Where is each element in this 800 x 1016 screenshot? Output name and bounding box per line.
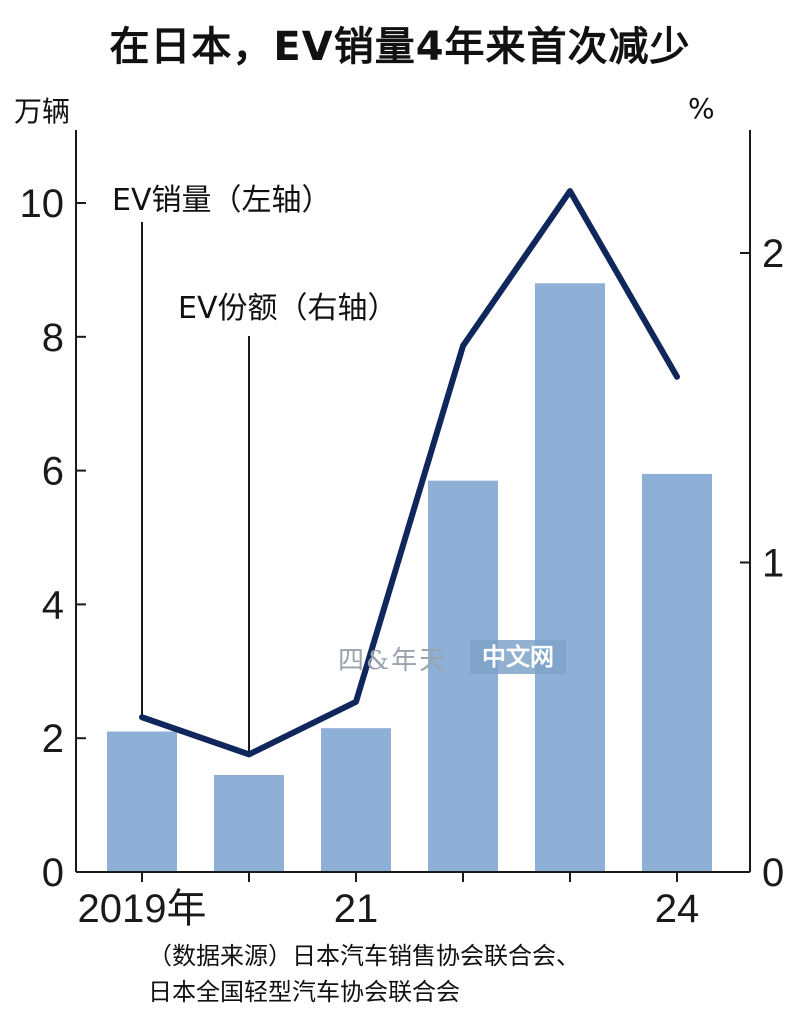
bar-2019 (107, 731, 177, 872)
share-point-2021 (354, 699, 358, 704)
share-point-2022 (461, 343, 465, 348)
left-tick-label: 4 (42, 583, 64, 627)
left-axis-unit: 万辆 (14, 95, 71, 128)
bar-2024 (642, 473, 712, 872)
axes (75, 130, 751, 882)
share-line (139, 188, 680, 758)
share-point-2023 (568, 189, 572, 194)
left-tick-label: 6 (42, 450, 64, 494)
bar-2020 (214, 774, 284, 872)
source-line-2: 日本全国轻型汽车协会联合会 (148, 978, 460, 1006)
x-tick-label: 2019年 (78, 887, 207, 931)
chart-title: 在日本，EV销量4年来首次减少 (109, 24, 691, 70)
right-tick-label: 0 (762, 851, 784, 895)
left-tick-label: 10 (20, 182, 65, 226)
x-tick-label: 24 (655, 887, 700, 931)
bar-series (107, 283, 712, 872)
watermark-logo: 四&年天 (338, 646, 448, 676)
share-point-2020 (247, 752, 251, 757)
share-annotation: EV份额（右轴） (178, 291, 397, 326)
watermark-band (470, 640, 566, 674)
share-point-2024 (675, 374, 679, 379)
share-point-2019 (140, 715, 144, 720)
watermark-text: 中文网 (482, 643, 554, 671)
annotation-leaders (141, 222, 250, 755)
x-tick-label: 21 (334, 887, 379, 931)
right-tick-label: 1 (762, 542, 784, 586)
source-note: （数据来源）日本汽车销售协会联合会、 日本全国轻型汽车协会联合会 (148, 938, 788, 1010)
left-tick-label: 2 (42, 717, 64, 761)
bar-2022 (428, 480, 498, 872)
left-tick-label: 0 (42, 851, 64, 895)
right-tick-label: 2 (762, 232, 784, 276)
bar-2023 (535, 283, 605, 872)
line-series (139, 188, 680, 758)
sales-annotation: EV销量（左轴） (112, 183, 331, 218)
bar-2021 (321, 728, 391, 872)
source-line-1: （数据来源）日本汽车销售协会联合会、 (148, 942, 580, 970)
left-tick-label: 8 (42, 316, 64, 360)
right-axis-unit: % (688, 92, 715, 125)
